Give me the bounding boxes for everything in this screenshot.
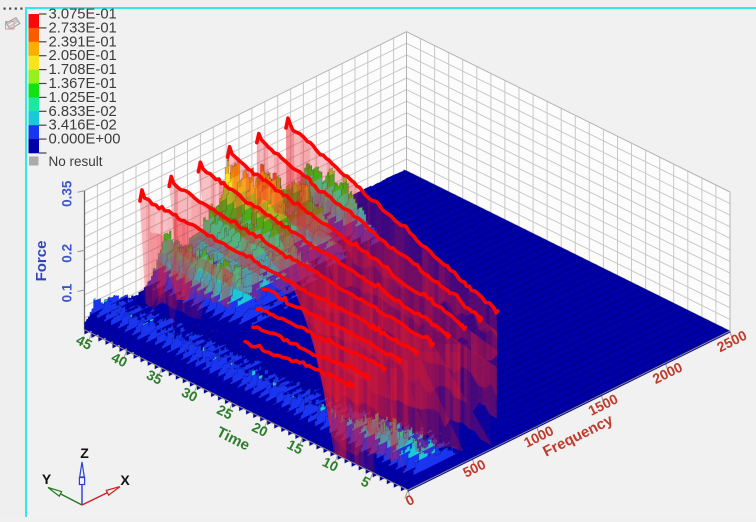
svg-text:3.075E-01: 3.075E-01 <box>49 7 117 23</box>
svg-text:0.1: 0.1 <box>60 283 75 302</box>
svg-text:0.000E+00: 0.000E+00 <box>49 132 121 148</box>
svg-text:Force: Force <box>33 241 50 282</box>
svg-text:2.050E-01: 2.050E-01 <box>49 48 117 64</box>
svg-text:Y: Y <box>42 471 52 487</box>
svg-text:Z: Z <box>80 445 89 461</box>
svg-text:1.708E-01: 1.708E-01 <box>49 62 117 78</box>
svg-text:2.733E-01: 2.733E-01 <box>49 20 117 36</box>
svg-text:6.833E-02: 6.833E-02 <box>49 104 117 120</box>
svg-text:10: 10 <box>320 453 341 474</box>
svg-text:20: 20 <box>249 419 270 440</box>
svg-text:45: 45 <box>74 332 95 353</box>
svg-text:3.416E-02: 3.416E-02 <box>49 118 117 134</box>
svg-text:30: 30 <box>179 384 200 405</box>
svg-text:2.391E-01: 2.391E-01 <box>49 34 117 50</box>
svg-text:25: 25 <box>214 401 235 422</box>
svg-text:1.025E-01: 1.025E-01 <box>49 90 117 106</box>
svg-text:40: 40 <box>109 349 130 370</box>
svg-text:X: X <box>120 472 130 488</box>
svg-text:15: 15 <box>285 436 306 457</box>
svg-text:0.2: 0.2 <box>60 244 75 263</box>
svg-text:0.35: 0.35 <box>60 180 75 207</box>
svg-text:No result: No result <box>49 154 103 169</box>
svg-text:1.367E-01: 1.367E-01 <box>49 76 117 92</box>
svg-text:35: 35 <box>144 366 165 387</box>
